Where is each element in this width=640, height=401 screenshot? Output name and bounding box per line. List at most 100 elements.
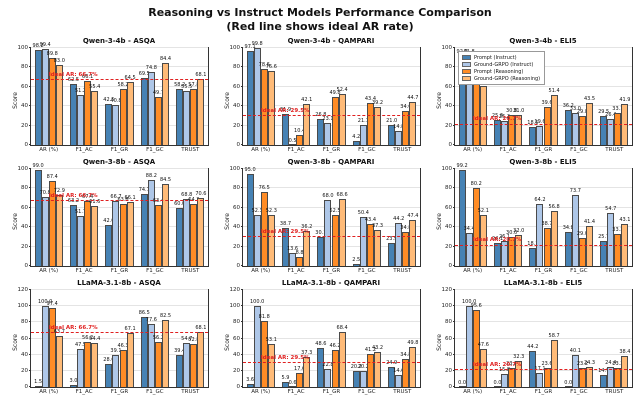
bar	[296, 257, 304, 266]
y-tick-mark	[241, 105, 243, 107]
y-tick-label: 0	[448, 142, 453, 148]
gridline	[243, 47, 420, 48]
bar	[303, 104, 311, 145]
bar	[614, 368, 622, 387]
bar-value-label: 34.6	[400, 104, 412, 111]
legend-label: Ground-GRPO (Instruct)	[474, 61, 534, 68]
bar	[69, 384, 78, 387]
y-tick-mark	[29, 105, 31, 107]
x-tick-label: F1_AC	[499, 268, 517, 274]
y-tick-mark	[453, 305, 455, 307]
bar	[331, 215, 339, 266]
bar	[41, 306, 49, 387]
bar	[147, 324, 155, 387]
y-axis-label: Score	[435, 212, 443, 230]
bar-value-label: 52.1	[477, 208, 489, 215]
y-tick-label: 40	[233, 224, 240, 231]
ideal-ar-label: Ideal AR: 29.5%	[260, 228, 310, 235]
bar-value-label: 80.2	[470, 181, 482, 188]
legend-item: Prompt (Reasoning)	[462, 68, 540, 75]
bar-value-label: 23.2	[612, 361, 624, 368]
ideal-ar-line	[243, 362, 420, 364]
bar	[501, 120, 509, 145]
gridline	[31, 337, 208, 339]
x-tick-label: F1_GC	[358, 147, 376, 153]
bar	[543, 228, 551, 266]
bar	[338, 94, 346, 145]
chart-title: Qwen-3-4b - QAMPARI	[287, 37, 375, 45]
ideal-ar-label: Ideal AR: 20.7%	[472, 237, 522, 244]
bar-value-label: 50.4	[357, 210, 369, 217]
bar	[140, 193, 148, 266]
bar	[395, 130, 403, 145]
bar-value-label: 55.5	[181, 84, 193, 91]
y-tick-label: 100	[17, 166, 29, 172]
x-tick-label: AR (%)	[251, 389, 271, 395]
bar-value-label: 40.1	[569, 347, 581, 354]
bar-value-label: 67.1	[124, 325, 136, 332]
bar	[607, 119, 615, 145]
bar-value-label: 54.4	[89, 336, 101, 343]
chart-title: Qwen-3-4b - ASQA	[82, 37, 156, 45]
y-tick-label: 20	[21, 367, 28, 374]
bar	[119, 349, 127, 387]
y-tick-mark	[241, 226, 243, 228]
x-tick-label: F1_GR	[110, 147, 129, 153]
plot-area: 0 20 40 60 80 100 120 Score 0.0 100.0 95.6 47.6 AR (…	[436, 287, 633, 395]
y-tick-label: 60	[21, 204, 28, 211]
bar	[246, 173, 254, 266]
gridline	[455, 105, 632, 107]
bar	[105, 225, 113, 266]
bar-value-label: 13.6	[286, 245, 299, 252]
bar-value-label: 72.9	[53, 188, 65, 195]
bar-value-label: 29.8	[576, 109, 589, 116]
y-tick-label: 40	[445, 224, 452, 231]
bar	[600, 116, 608, 145]
y-tick-label: 100	[17, 303, 29, 310]
y-tick-label: 60	[445, 335, 452, 342]
y-tick-label: 80	[233, 64, 240, 71]
gridline	[455, 337, 632, 339]
bar	[176, 355, 184, 387]
gridline	[455, 353, 632, 355]
bar-value-label: 0.6	[288, 379, 297, 386]
bar	[388, 242, 396, 266]
bar-value-label: 64.5	[124, 75, 136, 82]
legend-label: Ground-GRPO (Reasoning)	[474, 75, 541, 82]
ideal-ar-line	[455, 369, 632, 371]
bar	[197, 197, 205, 266]
bar-value-label: 99.0	[32, 162, 44, 169]
bar	[317, 236, 325, 266]
bar	[409, 220, 417, 266]
legend-item: Ground-GRPO (Instruct)	[462, 61, 540, 68]
bar	[373, 106, 382, 145]
bar	[501, 240, 509, 266]
y-tick-mark	[29, 386, 31, 387]
y-tick-label: 20	[233, 367, 240, 374]
gridline	[455, 289, 632, 290]
bar-value-label: 2.5	[352, 256, 361, 263]
bar-value-label: 68.6	[336, 192, 348, 199]
gridline	[455, 206, 632, 208]
bar	[281, 228, 290, 266]
bar	[508, 368, 516, 387]
x-tick-label: F1_GC	[146, 268, 164, 274]
y-tick-label: 60	[233, 335, 240, 342]
bar	[197, 331, 205, 387]
bar	[493, 242, 502, 266]
y-tick-mark	[241, 47, 243, 48]
bar-value-label: 34.4	[463, 225, 475, 232]
bar-value-label: 83.0	[53, 57, 65, 64]
bar-value-label: 74.7	[138, 186, 150, 193]
y-tick-mark	[241, 187, 243, 189]
x-tick-label: AR (%)	[39, 389, 59, 395]
x-tick-label: F1_AC	[499, 147, 517, 153]
legend-label: Prompt (Instruct)	[474, 54, 517, 61]
bar-value-label: 20.2	[350, 363, 362, 370]
y-tick-mark	[241, 245, 243, 247]
y-tick-mark	[29, 337, 31, 339]
y-tick-mark	[241, 206, 243, 208]
bar	[472, 309, 480, 387]
y-tick-mark	[241, 144, 243, 145]
bar	[77, 348, 85, 387]
